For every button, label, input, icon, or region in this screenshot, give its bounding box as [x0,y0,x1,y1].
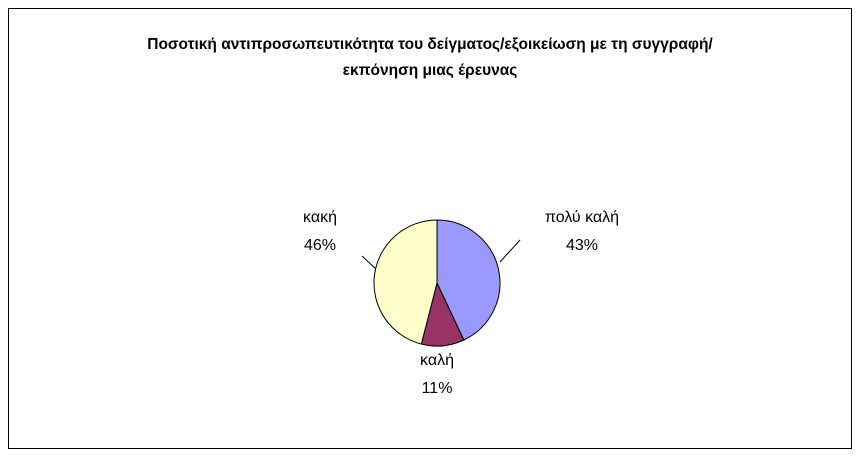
pie-slice [373,219,438,345]
chart-title: Ποσοτική αντιπροσωπευτικότητα του δείγμα… [147,36,713,79]
pie-slice [436,219,501,341]
slice-value-label: 11% [422,380,453,397]
slice-category-label: καλή [420,352,454,369]
leader-line [499,239,521,263]
slice-value-label: 43% [566,237,598,254]
slice-category-label: πολύ καλή [545,209,619,226]
slice-value-label: 46% [304,237,336,254]
slice-category-label: κακή [303,209,337,226]
leader-line [361,255,378,271]
